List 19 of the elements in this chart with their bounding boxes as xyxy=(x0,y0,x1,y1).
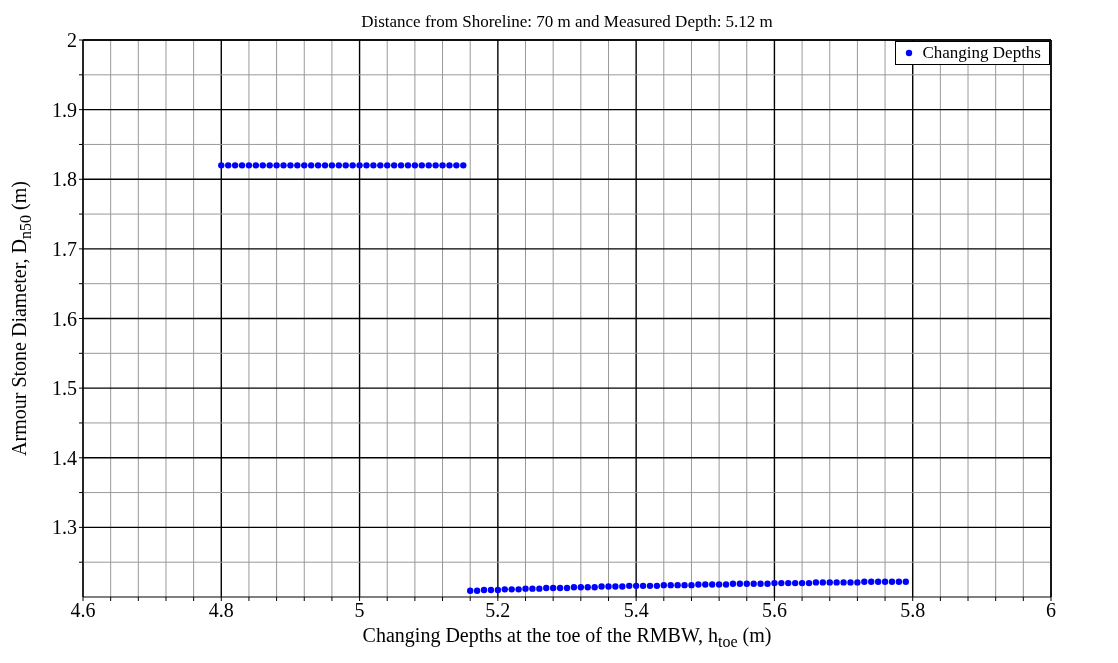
x-tick-label: 5 xyxy=(354,599,365,622)
x-tick-label: 5.4 xyxy=(623,599,649,622)
legend-label: Changing Depths xyxy=(922,43,1041,63)
y-tick-label: 2 xyxy=(67,29,77,52)
y-tick-label: 1.3 xyxy=(52,516,77,539)
y-tick-label: 1.7 xyxy=(52,237,77,260)
y-tick-label: 1.4 xyxy=(52,446,77,469)
x-tick-label: 5.8 xyxy=(900,599,926,622)
chart-title: Distance from Shoreline: 70 m and Measured Depth: 5.12 m xyxy=(360,11,774,33)
x-tick-label: 5.6 xyxy=(761,599,787,622)
x-axis-title: Changing Depths at the toe of the RMBW, h$_{toe}$ (m) xyxy=(362,624,772,650)
y-tick-label: 1.9 xyxy=(52,98,77,121)
x-tick-label: 5.2 xyxy=(485,599,511,622)
x-tick-label: 6 xyxy=(1046,599,1056,622)
x-tick-label: 4.8 xyxy=(208,599,234,622)
x-tick-label: 4.6 xyxy=(70,599,96,622)
y-tick-label: 1.5 xyxy=(52,377,77,400)
y-tick-label: 1.8 xyxy=(52,168,77,191)
y-tick-label: 1.6 xyxy=(52,307,77,330)
